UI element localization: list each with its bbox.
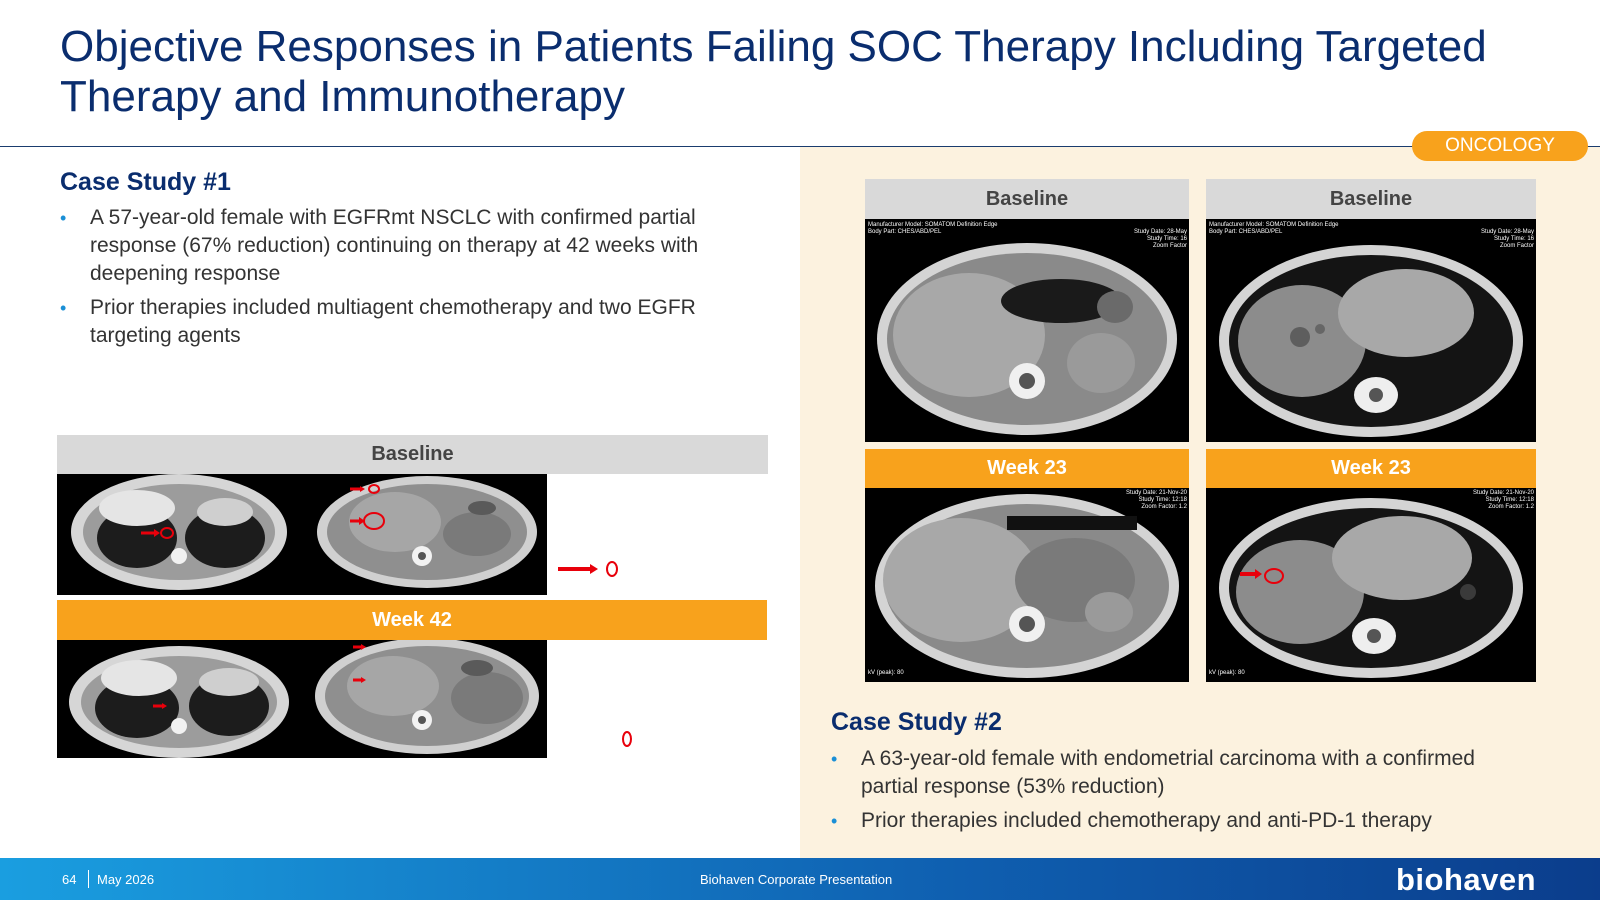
biohaven-logo: biohaven [1396,862,1537,897]
scan-meta-right: Study Date: 21-Nov-20 Study Time: 12:18 … [1472,490,1534,510]
bullet-text: A 63-year-old female with endometrial ca… [861,747,1475,798]
case2-baseline-abdomen-scan: Manufacturer Model: SOMATOM Definition E… [865,219,1189,442]
list-item: • Prior therapies included chemotherapy a… [831,807,1531,835]
case2-week23-chest-scan: Study Date: 21-Nov-20 Study Time: 12:18 … [1206,488,1536,682]
slide-title-line-2: Therapy and Immunotherapy [60,72,625,121]
footer-presentation-name: Biohaven Corporate Presentation [700,872,893,887]
case-study-1-title: Case Study #1 [60,168,231,196]
bullet-text: A 57-year-old female with EGFRmt NSCLC w… [90,206,699,285]
scan-meta-kv: kV (peak): 80 [868,670,904,676]
bullet-icon: • [831,749,838,769]
title-divider [0,146,1600,147]
case1-week42-scans [57,640,547,758]
oncology-badge: ONCOLOGY [1412,131,1588,161]
list-item: • Prior therapies included multiagent che… [60,294,770,350]
case2-week23-label-left: Week 23 [865,449,1189,488]
case-study-1-bullets: • A 57-year-old female with EGFRmt NSCLC … [60,204,770,356]
case2-week23-annotation [1240,568,1284,584]
list-item: • A 63-year-old female with endometrial … [831,745,1531,801]
case2-baseline-chest-scan: Manufacturer Model: SOMATOM Definition E… [1206,219,1536,442]
scan-meta-right: Study Date: 28-May Study Time: 16 Zoom F… [1133,229,1187,249]
case-study-2-title: Case Study #2 [831,708,1002,736]
case1-baseline-label: Baseline [57,435,768,474]
bullet-text: Prior therapies included chemotherapy an… [861,809,1432,832]
case2-baseline-label-right: Baseline [1206,179,1536,219]
case1-baseline-annotations [141,484,618,577]
list-item: • A 57-year-old female with EGFRmt NSCLC … [60,204,770,288]
slide-title-line-1: Objective Responses in Patients Failing … [60,22,1487,71]
scan-meta-left: Manufacturer Model: SOMATOM Definition E… [1209,222,1339,235]
slide-title: Objective Responses in Patients Failing … [60,22,1580,122]
case-study-2-bullets: • A 63-year-old female with endometrial … [831,745,1531,841]
case1-week42-annotations [153,644,632,747]
scan-meta-right: Study Date: 21-Nov-20 Study Time: 12:18 … [1125,490,1187,510]
scan-meta-left: Manufacturer Model: SOMATOM Definition E… [868,222,998,235]
page-number: 64 [62,872,77,887]
bullet-icon: • [831,811,838,831]
case2-week23-abdomen-scan: Study Date: 21-Nov-20 Study Time: 12:18 … [865,488,1189,682]
case2-baseline-label-left: Baseline [865,179,1189,219]
slide-footer: 64 May 2026 Biohaven Corporate Presentat… [0,858,1600,900]
bullet-text: Prior therapies included multiagent chem… [90,296,696,347]
scan-meta-kv: kV (peak): 80 [1209,670,1245,676]
case2-week23-label-right: Week 23 [1206,449,1536,488]
case1-week42-label: Week 42 [57,600,767,640]
footer-date: May 2026 [97,872,155,887]
bullet-icon: • [60,298,67,318]
bullet-icon: • [60,208,67,228]
footer-divider [88,870,89,888]
case1-baseline-scans [57,474,547,595]
scan-meta-right: Study Date: 28-May Study Time: 16 Zoom F… [1480,229,1534,249]
